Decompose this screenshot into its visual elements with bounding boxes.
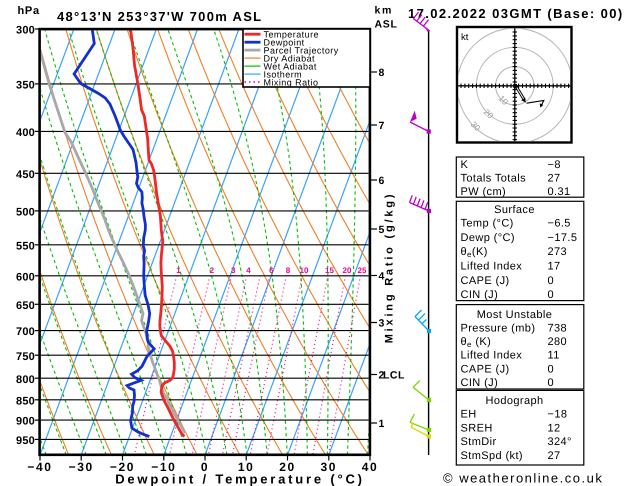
svg-text:3: 3: [231, 266, 236, 275]
svg-text:12: 12: [548, 422, 561, 434]
svg-text:kt: kt: [461, 32, 469, 43]
svg-text:PW (cm): PW (cm): [461, 186, 507, 198]
svg-text:30: 30: [321, 460, 338, 474]
svg-text:7: 7: [379, 120, 385, 132]
svg-text:0: 0: [548, 289, 555, 301]
svg-text:0: 0: [201, 460, 209, 474]
svg-text:CAPE (J): CAPE (J): [461, 275, 510, 287]
svg-text:11: 11: [548, 350, 560, 362]
svg-text:4: 4: [379, 270, 385, 282]
svg-text:−6.5: −6.5: [548, 217, 571, 229]
svg-text:0: 0: [548, 275, 555, 287]
svg-text:500: 500: [16, 207, 35, 219]
svg-text:6: 6: [379, 175, 385, 187]
svg-text:40: 40: [362, 460, 379, 474]
svg-text:10: 10: [238, 460, 255, 474]
svg-text:3: 3: [379, 317, 385, 329]
svg-text:Wet Adiabat: Wet Adiabat: [264, 62, 317, 72]
svg-text:hPa: hPa: [18, 5, 40, 17]
svg-text:15: 15: [325, 266, 334, 275]
svg-text:1: 1: [176, 266, 181, 275]
svg-text:EH: EH: [461, 408, 477, 420]
svg-text:2: 2: [210, 266, 215, 275]
svg-text:17.02.2022 03GMT (Base: 00): 17.02.2022 03GMT (Base: 00): [408, 6, 624, 21]
svg-text:θe (K): θe (K): [461, 336, 492, 349]
svg-text:Lifted Index: Lifted Index: [461, 260, 523, 272]
svg-text:−40: −40: [27, 460, 52, 474]
svg-text:StmDir: StmDir: [461, 436, 497, 448]
svg-text:−10: −10: [151, 460, 176, 474]
svg-text:Totals Totals: Totals Totals: [461, 173, 527, 185]
svg-text:Dewpoint / Temperature (°C): Dewpoint / Temperature (°C): [115, 472, 365, 486]
svg-text:Pressure (mb): Pressure (mb): [461, 322, 536, 334]
svg-text:350: 350: [16, 80, 35, 92]
svg-text:SREH: SREH: [461, 422, 493, 434]
svg-text:CIN (J): CIN (J): [461, 289, 499, 301]
svg-text:750: 750: [16, 351, 35, 363]
svg-text:4: 4: [246, 266, 251, 275]
svg-text:10: 10: [300, 266, 309, 275]
svg-text:Mixing Ratio (g/kg): Mixing Ratio (g/kg): [384, 192, 396, 344]
svg-text:8: 8: [379, 67, 385, 79]
svg-text:Hodograph: Hodograph: [485, 395, 543, 407]
svg-text:27: 27: [548, 173, 561, 185]
svg-text:2: 2: [379, 369, 385, 381]
svg-text:900: 900: [16, 416, 35, 428]
svg-text:θe(K): θe(K): [461, 246, 488, 259]
svg-text:300: 300: [16, 25, 35, 37]
svg-text:LCL: LCL: [383, 370, 405, 382]
svg-text:850: 850: [16, 395, 35, 407]
svg-text:25: 25: [358, 266, 367, 275]
svg-text:324°: 324°: [548, 436, 572, 448]
svg-text:8: 8: [286, 266, 291, 275]
svg-text:Lifted Index: Lifted Index: [461, 350, 523, 362]
svg-text:Mixing Ratio: Mixing Ratio: [264, 77, 319, 87]
svg-text:1: 1: [379, 418, 385, 430]
svg-text:K: K: [461, 159, 469, 171]
svg-text:Parcel Trajectory: Parcel Trajectory: [264, 46, 339, 56]
svg-text:Temperature: Temperature: [264, 30, 319, 40]
svg-text:600: 600: [16, 271, 35, 283]
svg-text:CAPE (J): CAPE (J): [461, 363, 510, 375]
svg-text:27: 27: [548, 450, 561, 462]
svg-text:−20: −20: [110, 460, 135, 474]
svg-text:6: 6: [269, 266, 274, 275]
svg-text:400: 400: [16, 127, 35, 139]
svg-text:Most Unstable: Most Unstable: [477, 309, 553, 321]
svg-text:Dewp (°C): Dewp (°C): [461, 232, 515, 244]
svg-text:800: 800: [16, 374, 35, 386]
svg-text:20: 20: [279, 460, 296, 474]
svg-text:Dry Adiabat: Dry Adiabat: [264, 54, 316, 64]
svg-text:CIN (J): CIN (J): [461, 377, 499, 389]
svg-text:5: 5: [379, 224, 385, 236]
svg-text:−8: −8: [548, 159, 561, 171]
svg-text:ASL: ASL: [375, 19, 398, 31]
svg-text:700: 700: [16, 326, 35, 338]
svg-text:© weatheronline.co.uk: © weatheronline.co.uk: [443, 471, 603, 486]
svg-text:0: 0: [548, 363, 555, 375]
svg-text:0: 0: [548, 377, 555, 389]
svg-text:Surface: Surface: [494, 204, 535, 216]
svg-text:−17.5: −17.5: [548, 232, 578, 244]
svg-text:Temp (°C): Temp (°C): [461, 217, 514, 229]
svg-text:20: 20: [343, 266, 352, 275]
svg-text:280: 280: [548, 336, 568, 348]
svg-text:−30: −30: [69, 460, 94, 474]
svg-text:738: 738: [548, 322, 568, 334]
svg-text:StmSpd (kt): StmSpd (kt): [461, 450, 523, 462]
svg-text:950: 950: [16, 435, 35, 447]
svg-text:Isotherm: Isotherm: [264, 70, 303, 80]
svg-text:450: 450: [16, 169, 35, 181]
svg-text:17: 17: [548, 260, 561, 272]
svg-text:0.31: 0.31: [548, 186, 571, 198]
svg-text:48°13'N 253°37'W 700m ASL: 48°13'N 253°37'W 700m ASL: [57, 9, 262, 24]
svg-text:Dewpoint: Dewpoint: [264, 38, 305, 48]
svg-text:650: 650: [16, 300, 35, 312]
svg-text:273: 273: [548, 246, 568, 258]
svg-text:km: km: [375, 5, 394, 17]
svg-text:−18: −18: [548, 408, 568, 420]
svg-text:550: 550: [16, 240, 35, 252]
